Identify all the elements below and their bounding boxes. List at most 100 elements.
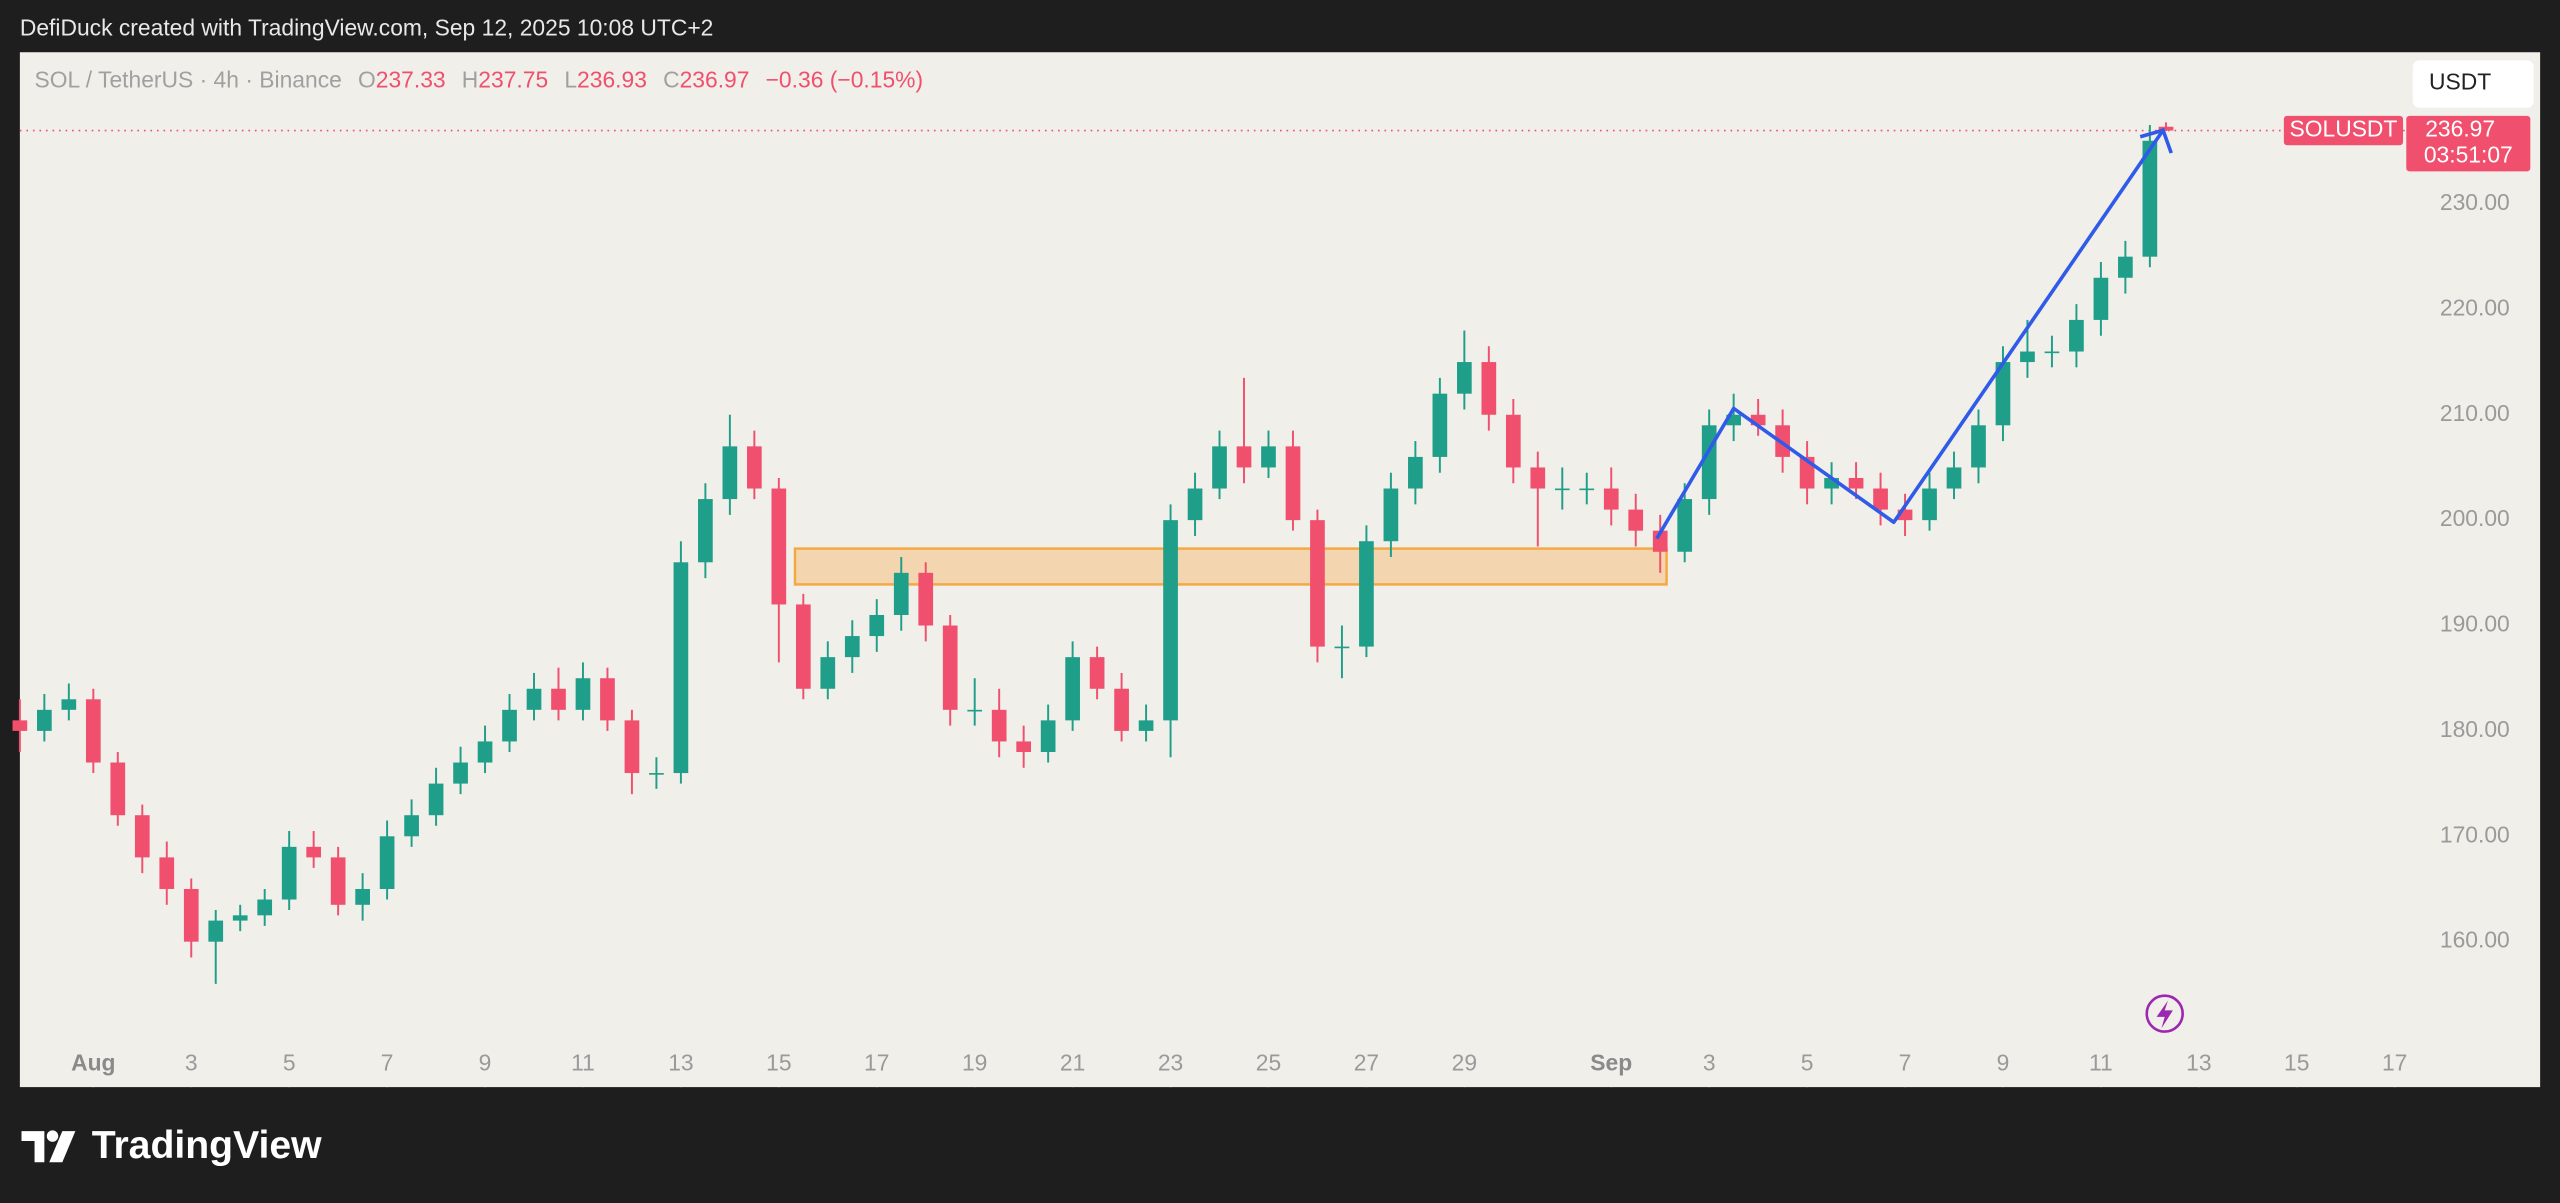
x-tick-label: 11 — [571, 1049, 595, 1075]
x-tick-label: 29 — [1452, 1049, 1477, 1075]
candle-body — [2142, 140, 2158, 257]
chart-area — [19, 52, 2541, 1088]
candle-body — [1897, 509, 1913, 521]
y-tick-label: 230.00 — [2440, 189, 2510, 215]
legend-label: L — [564, 67, 577, 93]
x-tick-label: 3 — [185, 1049, 198, 1075]
y-tick-label: 200.00 — [2440, 505, 2510, 531]
candle-body — [1971, 425, 1986, 468]
candle-body — [1408, 456, 1423, 489]
candle-body — [134, 815, 150, 858]
candle-body — [1114, 688, 1129, 731]
candle-body — [61, 699, 77, 710]
candle-body — [2044, 351, 2060, 354]
candle-body — [722, 446, 738, 500]
y-tick-label: 170.00 — [2440, 821, 2510, 847]
arrow-head — [2139, 128, 2173, 154]
candle-body — [918, 572, 934, 626]
candle-body — [624, 720, 640, 774]
candle-body — [820, 657, 836, 689]
candle-body — [991, 709, 1007, 742]
candle-body — [85, 699, 101, 763]
currency-label[interactable]: USDT — [2429, 68, 2491, 94]
candle-body — [1530, 467, 1546, 489]
candle-body — [1040, 720, 1056, 752]
candle-body — [967, 709, 983, 712]
candle-body — [1163, 520, 1178, 721]
symbol-tag: SOLUSDT — [2289, 116, 2397, 142]
candle-body — [673, 562, 689, 774]
candle-body — [232, 915, 248, 921]
alert-bolt[interactable] — [2156, 1000, 2173, 1029]
x-tick-label: 15 — [766, 1049, 791, 1075]
candle-body — [795, 604, 811, 689]
candle-body — [453, 762, 468, 784]
candle-body — [1848, 477, 1864, 489]
candle-body — [747, 446, 762, 489]
candle-body — [502, 709, 517, 742]
x-tick-label: 25 — [1256, 1049, 1281, 1075]
x-tick-label: 7 — [1899, 1049, 1912, 1075]
x-tick-label: Aug — [71, 1049, 115, 1075]
candle-body — [12, 720, 28, 731]
candle-body — [281, 846, 297, 900]
candle-body — [404, 815, 419, 837]
candle-body — [1554, 488, 1570, 491]
candle-body — [1603, 488, 1619, 510]
candle-body — [2118, 256, 2133, 278]
y-tick-label: 190.00 — [2440, 611, 2510, 637]
candle-body — [257, 899, 273, 916]
candle-body — [306, 846, 322, 858]
candle-body — [1212, 446, 1227, 489]
candle-body — [330, 857, 346, 905]
candle-body — [1016, 741, 1032, 752]
candle-body — [575, 678, 591, 710]
legend: SOL / TetherUS · 4h · Binance O237.33 H2… — [35, 67, 924, 93]
candle-body — [2093, 277, 2109, 320]
y-tick-label: 210.00 — [2440, 400, 2510, 426]
x-tick-label: 23 — [1158, 1049, 1183, 1075]
candle-body — [1432, 393, 1448, 457]
candle-body — [1481, 362, 1497, 415]
currency-button[interactable] — [2412, 60, 2534, 108]
y-tick-label: 220.00 — [2440, 294, 2510, 320]
alert-circle[interactable] — [2145, 994, 2184, 1033]
candle-body — [1310, 520, 1325, 647]
legend-value: 236.93 — [577, 67, 647, 93]
legend-value: 237.75 — [478, 67, 548, 93]
candle-body — [526, 688, 542, 710]
x-tick-label: 17 — [2382, 1049, 2407, 1075]
symbol-tag-bg — [2283, 115, 2404, 146]
candle-body — [1726, 414, 1742, 426]
alert-icon[interactable] — [2145, 994, 2184, 1033]
candle-body — [428, 783, 444, 816]
candle-body — [2069, 319, 2084, 352]
legend-value: 236.97 — [680, 67, 750, 93]
candle-body — [1334, 646, 1350, 649]
candle-body — [2020, 351, 2035, 363]
candle-body — [1628, 509, 1644, 531]
candle-body — [600, 678, 615, 721]
candle-body — [1946, 467, 1962, 489]
x-tick-label: 9 — [479, 1049, 492, 1075]
arrow-line — [1655, 129, 2165, 540]
candle-body — [551, 688, 566, 710]
candle-body — [1824, 477, 1839, 489]
plot: 160.00 170.00 180.00 190.00 200.00 210.00 220.… — [12, 115, 2531, 1088]
candle-body — [771, 488, 787, 605]
candle-body — [698, 499, 713, 563]
candle-body — [379, 836, 395, 889]
legend-label: O — [358, 67, 376, 93]
x-tick-label: Sep — [1590, 1049, 1632, 1075]
candle-body — [1359, 541, 1374, 647]
candle-body — [649, 773, 664, 775]
candle-body — [1261, 446, 1276, 468]
candle-body — [183, 888, 199, 942]
legend-change: −0.36 (−0.15%) — [766, 67, 923, 93]
brand-logo — [21, 1130, 76, 1163]
legend-label: C — [663, 67, 680, 93]
x-tick-label: 13 — [668, 1049, 693, 1075]
candle-body — [1922, 488, 1937, 521]
